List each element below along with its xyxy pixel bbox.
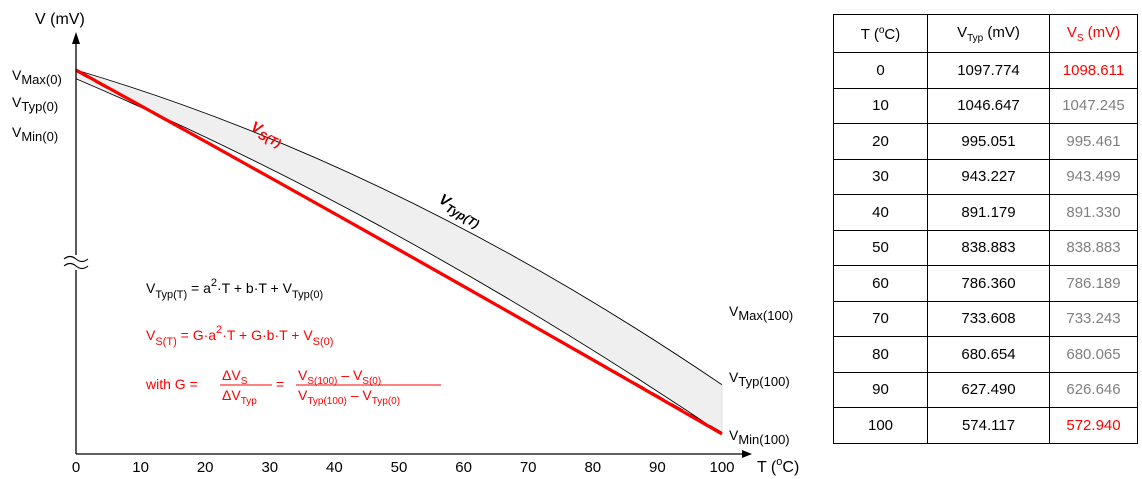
vtyp-cell: 1097.774	[927, 52, 1050, 89]
vtyp-cell: 838.883	[927, 229, 1050, 266]
table-row: 40 891.179 891.330	[833, 194, 1138, 231]
temperature-cell: 90	[833, 371, 928, 408]
eq-g-prefix: with G =	[145, 376, 198, 392]
temperature-cell: 0	[833, 52, 928, 89]
temperature-cell: 80	[833, 336, 928, 373]
x-tick-label: 70	[520, 459, 537, 476]
axis-break-mark-bottom	[63, 262, 89, 270]
vs-cell: 626.646	[1049, 371, 1138, 408]
x-ticks: 0 10 20 30 40 50 60 70 80 90 100	[72, 459, 735, 476]
header-vs: VS (mV)	[1049, 14, 1138, 53]
vs-cell: 572.940	[1049, 407, 1138, 444]
temperature-cell: 20	[833, 123, 928, 160]
x-tick-label: 20	[197, 459, 214, 476]
temperature-cell: 70	[833, 300, 928, 337]
table-row: 20 995.051 995.461	[833, 123, 1138, 160]
temperature-cell: 10	[833, 87, 928, 124]
table-row: 80 680.654 680.065	[833, 336, 1138, 373]
vs-cell: 891.330	[1049, 194, 1138, 231]
temperature-cell: 100	[833, 407, 928, 444]
temperature-cell: 60	[833, 265, 928, 302]
vs-cell: 1098.611	[1049, 52, 1138, 89]
temperature-cell: 50	[833, 229, 928, 266]
x-axis-arrow	[742, 450, 752, 458]
eq-g-num2: VS(100) – VS(0)	[298, 367, 381, 387]
vtyp-cell: 627.490	[927, 371, 1050, 408]
x-tick-label: 0	[72, 459, 80, 476]
eq-g-den2: VTyp(100) – VTyp(0)	[298, 387, 400, 407]
end-label-vmin100: VMin(100)	[729, 427, 790, 447]
table-row: 30 943.227 943.499	[833, 158, 1138, 195]
axis-break-mark-top	[63, 255, 89, 263]
x-tick-label: 10	[132, 459, 149, 476]
equation-vs: VS(T) = G·a2·T + G·b·T + VS(0)	[146, 324, 333, 348]
vtyp-cell: 943.227	[927, 158, 1050, 195]
data-table: T (oC) VTyp (mV) VS (mV) 0 1097.774 1098.6…	[833, 14, 1138, 444]
y-label-vmin0: VMin(0)	[12, 124, 58, 144]
x-tick-label: 50	[391, 459, 408, 476]
vs-cell: 680.065	[1049, 336, 1138, 373]
vs-cell: 1047.245	[1049, 87, 1138, 124]
table-row: 0 1097.774 1098.611	[833, 52, 1138, 89]
x-tick-label: 90	[649, 459, 666, 476]
max-envelope-curve	[75, 69, 723, 386]
vs-cell: 733.243	[1049, 300, 1138, 337]
vtyp-cell: 574.117	[927, 407, 1050, 444]
table-row: 10 1046.647 1047.245	[833, 87, 1138, 124]
axes	[63, 32, 752, 458]
vtyp-cell: 995.051	[927, 123, 1050, 160]
eq-g-den1: ΔVTyp	[222, 387, 257, 407]
x-tick-label: 60	[455, 459, 472, 476]
x-tick-label: 30	[261, 459, 278, 476]
end-label-vtyp100: VTyp(100)	[729, 369, 790, 389]
end-label-vmax100: VMax(100)	[729, 303, 793, 323]
table-row: 90 627.490 626.646	[833, 371, 1138, 408]
equation-vtyp: VTyp(T) = a2·T + b·T + VTyp(0)	[146, 277, 323, 301]
vtyp-cell: 786.360	[927, 265, 1050, 302]
header-temperature: T (oC)	[833, 14, 928, 53]
eq-g-equals: =	[276, 376, 284, 392]
x-axis-label: T (oC)	[757, 456, 799, 476]
vs-cell: 995.461	[1049, 123, 1138, 160]
temperature-voltage-chart: 0 10 20 30 40 50 60 70 80 90 100 V (mV) T (oC) VMa…	[12, 11, 799, 476]
vtyp-cell: 891.179	[927, 194, 1050, 231]
header-vtyp: VTyp (mV)	[927, 14, 1050, 53]
vs-cell: 838.883	[1049, 229, 1138, 266]
table-header-row: T (oC) VTyp (mV) VS (mV)	[833, 14, 1138, 53]
table-row: 70 733.608 733.243	[833, 300, 1138, 337]
x-tick-label: 40	[326, 459, 343, 476]
vtyp-cell: 1046.647	[927, 87, 1050, 124]
table-row: 60 786.360 786.189	[833, 265, 1138, 302]
table-row: 100 574.117 572.940	[833, 407, 1138, 444]
table-row: 50 838.883 838.883	[833, 229, 1138, 266]
table-body: 0 1097.774 1098.611 10 1046.647 1047.245 20 995…	[833, 52, 1138, 444]
temperature-cell: 30	[833, 158, 928, 195]
series-layer	[75, 68, 723, 436]
eq-g-num1: ΔVS	[222, 367, 248, 387]
y-axis-label: V (mV)	[35, 11, 85, 28]
y-label-vtyp0: VTyp(0)	[12, 94, 58, 114]
x-tick-label: 100	[709, 459, 734, 476]
equation-g: with G = ΔVS ΔVTyp = VS(100) – VS(0) VTy…	[145, 367, 441, 407]
temperature-cell: 40	[833, 194, 928, 231]
y-axis-arrow	[72, 32, 80, 44]
vtyp-cell: 680.654	[927, 336, 1050, 373]
vtyp-cell: 733.608	[927, 300, 1050, 337]
y-label-vmax0: VMax(0)	[12, 67, 62, 87]
vs-cell: 943.499	[1049, 158, 1138, 195]
x-tick-label: 80	[584, 459, 601, 476]
vs-cell: 786.189	[1049, 265, 1138, 302]
vs-series-line	[75, 68, 723, 436]
